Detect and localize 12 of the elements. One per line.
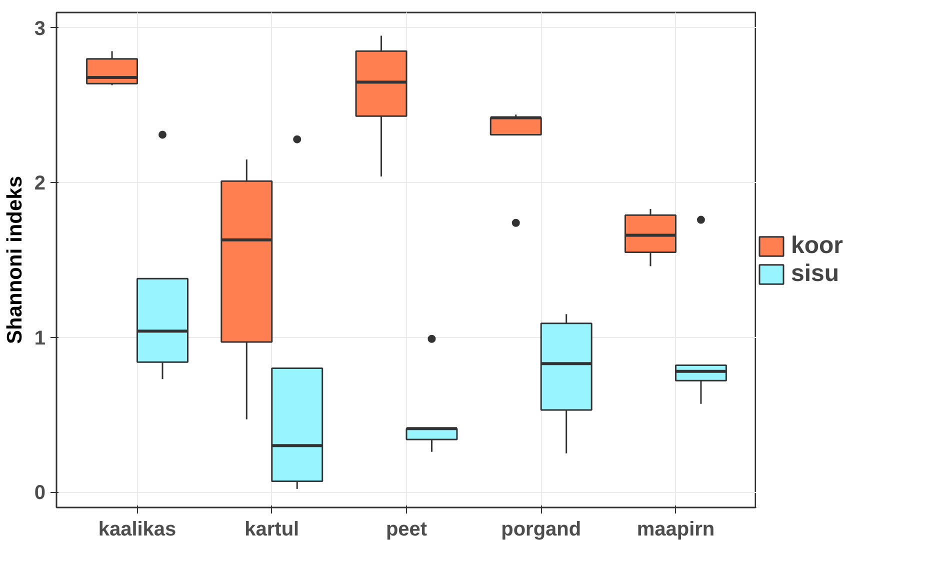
- x-tick-label: kartul: [244, 518, 300, 540]
- y-tick-label: 0: [34, 482, 46, 504]
- x-tick-label: maapirn: [636, 518, 715, 540]
- y-tick-label: 3: [34, 18, 46, 40]
- legend-label: sisu: [791, 260, 840, 288]
- x-tick-label: peet: [386, 518, 428, 540]
- y-axis-title: Shannoni indeks: [3, 176, 26, 344]
- y-tick-label: 1: [34, 327, 46, 350]
- y-tick-label: 2: [34, 172, 46, 195]
- x-tick-label: kaalikas: [98, 518, 176, 540]
- x-tick-label: porgand: [501, 518, 582, 540]
- legend-label: koor: [791, 232, 844, 260]
